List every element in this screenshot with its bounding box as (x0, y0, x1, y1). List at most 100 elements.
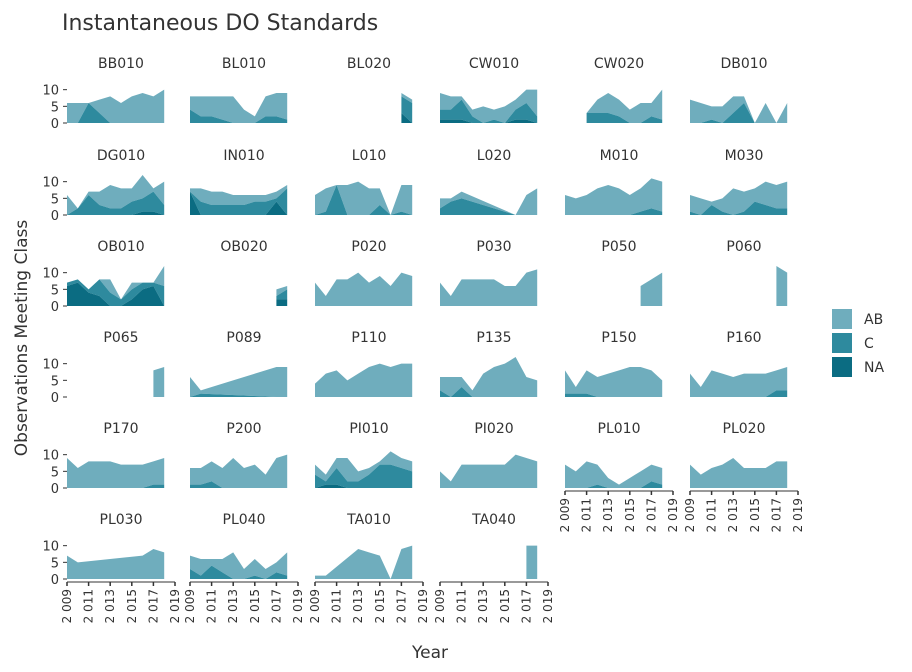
y-tick-label: 5 (51, 192, 59, 207)
panel-p200: P200 (190, 421, 288, 488)
y-tick-label: 10 (42, 449, 59, 464)
panel-title: P135 (476, 330, 511, 346)
x-tick-label: 2 013 (601, 498, 615, 532)
y-tick-label: 10 (42, 358, 59, 373)
area-c (190, 481, 288, 488)
x-tick-label: 2 009 (308, 589, 322, 623)
panel-title: PL030 (100, 512, 143, 528)
x-tick-label: 2 019 (416, 589, 430, 623)
area-ab (776, 266, 788, 306)
panel-title: PI010 (349, 421, 388, 437)
x-tick-label: 2 011 (455, 589, 469, 623)
panel-p135: P135 (440, 330, 538, 397)
panel-p030: P030 (440, 239, 538, 306)
area-ab (190, 93, 288, 123)
chart-title: Instantaneous DO Standards (62, 11, 378, 36)
panel-title: L020 (477, 148, 512, 164)
x-tick-label: 2 011 (205, 589, 219, 623)
x-tick-label: 2 015 (623, 498, 637, 532)
y-tick-label: 10 (42, 267, 59, 282)
area-c (276, 289, 288, 300)
area-ab (565, 178, 663, 215)
y-tick-label: 5 (51, 465, 59, 480)
area-c (315, 185, 413, 215)
panel-title: OB020 (220, 239, 267, 255)
panel-p089: P089 (190, 330, 288, 397)
x-tick-label: 2 009 (558, 498, 572, 532)
panel-p160: P160 (690, 330, 788, 397)
area-na (276, 299, 288, 306)
x-tick-label: 2 019 (168, 589, 182, 623)
area-c (586, 113, 663, 123)
x-tick-label: 2 019 (291, 589, 305, 623)
x-tick-label: 2 009 (183, 589, 197, 623)
panel-pl020: PL020 2 009 2 011 2 013 2 015 2 017 2 019 (683, 421, 805, 532)
area-c (565, 208, 663, 215)
area-na (315, 484, 413, 488)
panel-cw020: CW020 (586, 56, 663, 123)
x-tick-label: 2 011 (82, 589, 96, 623)
legend: AB C NA (832, 309, 884, 377)
panel-pi010: PI010 (315, 421, 413, 488)
x-tick-label: 2 009 (60, 589, 74, 623)
panel-title: PI020 (474, 421, 513, 437)
panel-title: P020 (351, 239, 386, 255)
x-tick-label: 2 013 (103, 589, 117, 623)
area-ab (640, 272, 663, 306)
area-c (440, 198, 538, 215)
panel-title: TA010 (346, 512, 391, 528)
panel-pl030: PL030 0 510 2 009 2 011 2 013 2 015 2 017 2 019 (42, 512, 182, 623)
panel-p060: P060 (726, 239, 788, 306)
x-tick-label: 2 015 (373, 589, 387, 623)
y-tick-label: 0 (51, 482, 59, 497)
x-tick-label: 2 011 (330, 589, 344, 623)
panel-cw010: CW010 (440, 56, 538, 123)
panel-bb010: BB010 0 510 (42, 56, 165, 132)
x-tick-label: 2 017 (644, 498, 658, 532)
y-axis-label: Observations Meeting Class (12, 220, 32, 457)
area-ab (67, 458, 165, 488)
area-ab (190, 367, 288, 397)
x-tick-label: 2 011 (580, 498, 594, 532)
x-tick-label: 2 013 (226, 589, 240, 623)
area-ab (190, 185, 288, 205)
panel-p170: P170 0 510 (42, 421, 165, 497)
area-na (67, 282, 165, 306)
y-tick-label: 10 (42, 176, 59, 191)
area-ab (565, 367, 663, 397)
panel-title: P060 (726, 239, 761, 255)
panel-pl040: PL040 2 009 2 011 2 013 2 015 2 017 2 019 (183, 512, 305, 623)
y-tick-label: 10 (42, 540, 59, 555)
area-c (440, 99, 538, 123)
area-ab (190, 552, 288, 579)
y-tick-label: 0 (51, 300, 59, 315)
area-ab (153, 367, 165, 397)
panel-title: DG010 (97, 148, 145, 164)
y-tick-label: 5 (51, 556, 59, 571)
legend-label: AB (864, 312, 883, 328)
area-c (315, 464, 413, 488)
panel-title: IN010 (223, 148, 264, 164)
panel-bl010: BL010 (190, 56, 288, 123)
area-ab (67, 549, 165, 579)
panel-title: M010 (600, 148, 639, 164)
legend-label: C (864, 336, 874, 352)
x-tick-label: 2 017 (769, 498, 783, 532)
x-tick-label: 2 013 (351, 589, 365, 623)
y-tick-label: 5 (51, 100, 59, 115)
panel-m030: M030 (690, 148, 788, 215)
x-tick-label: 2 015 (748, 498, 762, 532)
legend-swatch-ab (832, 309, 852, 329)
x-tick-label: 2 017 (394, 589, 408, 623)
panel-title: P200 (226, 421, 261, 437)
panel-title: P089 (226, 330, 261, 346)
panel-title: BL010 (222, 56, 266, 72)
x-tick-label: 2 019 (791, 498, 805, 532)
x-tick-label: 2 015 (498, 589, 512, 623)
area-ab (67, 266, 165, 300)
panel-title: OB010 (97, 239, 144, 255)
area-c (690, 390, 788, 397)
panel-p150: P150 (565, 330, 663, 397)
area-na (440, 119, 538, 123)
